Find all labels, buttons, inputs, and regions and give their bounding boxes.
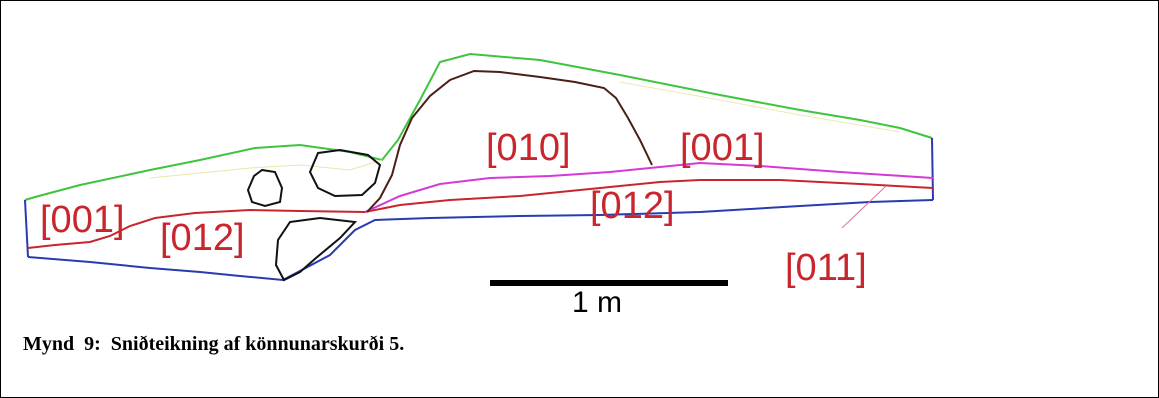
feature-010-outline [366, 69, 653, 213]
stone-large [274, 216, 358, 282]
label-012-left: [012] [160, 217, 245, 259]
scale-bar-label: 1 m [572, 286, 622, 319]
layer-boundary-magenta [364, 161, 934, 213]
label-001-right: [001] [680, 127, 765, 169]
label-011: [011] [785, 247, 867, 289]
stone-medium [308, 148, 382, 198]
surface-line [24, 52, 933, 201]
right-wall-line [931, 137, 934, 201]
leader-line-011 [841, 185, 887, 229]
left-wall-line [24, 199, 29, 258]
base-line [27, 199, 934, 282]
scale-bar [490, 280, 728, 286]
label-012-right: [012] [590, 185, 675, 227]
stone-small [246, 168, 284, 208]
label-001-left: [001] [40, 199, 125, 241]
figure-caption: Mynd 9: Sniðteikning af könnunarskurði 5… [23, 333, 405, 355]
faint-yellow-line [149, 159, 383, 179]
label-010: [010] [486, 127, 571, 169]
faint-yellow-line-right [619, 81, 901, 133]
